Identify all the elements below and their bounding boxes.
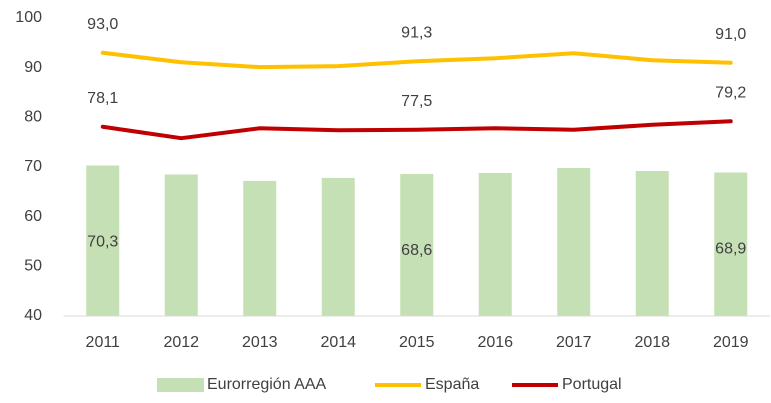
x-tick-label: 2011 xyxy=(86,334,121,351)
data-label: 70,3 xyxy=(87,234,118,251)
y-tick-label: 100 xyxy=(15,9,42,26)
data-label: 91,0 xyxy=(715,26,746,43)
bar xyxy=(635,170,669,316)
y-tick-label: 80 xyxy=(24,109,42,126)
y-tick-label: 60 xyxy=(24,208,42,225)
bar xyxy=(400,173,434,316)
data-label: 68,6 xyxy=(401,242,432,259)
y-tick-label: 70 xyxy=(24,158,42,175)
x-tick-label: 2016 xyxy=(477,334,513,351)
bar xyxy=(478,172,512,316)
bar xyxy=(164,174,198,316)
x-tick-label: 2019 xyxy=(713,334,749,351)
data-label: 78,1 xyxy=(87,90,118,107)
legend-label: Portugal xyxy=(562,376,622,393)
legend-label: Eurorregión AAA xyxy=(207,376,327,393)
legend-label: España xyxy=(425,376,479,393)
bar xyxy=(243,180,277,316)
bar xyxy=(714,172,748,316)
line xyxy=(100,119,733,141)
y-tick-label: 50 xyxy=(24,258,42,275)
data-label: 91,3 xyxy=(401,24,432,41)
bar xyxy=(86,165,120,316)
y-tick-label: 90 xyxy=(24,59,42,76)
data-label: 77,5 xyxy=(401,93,432,110)
line xyxy=(100,50,733,70)
data-label: 93,0 xyxy=(87,16,118,33)
y-tick-label: 40 xyxy=(24,307,42,324)
x-tick-label: 2012 xyxy=(163,334,199,351)
x-tick-label: 2017 xyxy=(556,334,592,351)
x-tick-label: 2013 xyxy=(242,334,278,351)
data-label: 68,9 xyxy=(715,241,746,258)
bar xyxy=(321,177,355,316)
data-label: 79,2 xyxy=(715,85,746,102)
x-tick-label: 2018 xyxy=(634,334,670,351)
legend-swatch xyxy=(157,378,204,392)
x-tick-label: 2014 xyxy=(320,334,356,351)
bar xyxy=(557,167,591,316)
x-tick-label: 2015 xyxy=(399,334,435,351)
